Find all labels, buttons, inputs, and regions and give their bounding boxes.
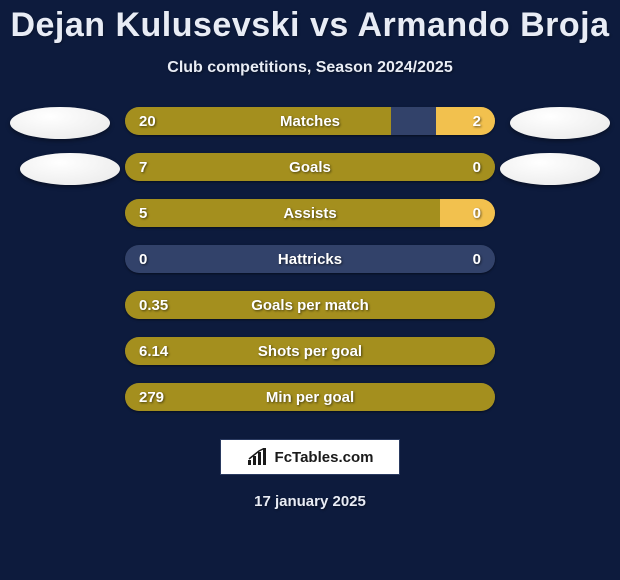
stat-label: Hattricks — [278, 251, 342, 268]
player1-badge-2 — [20, 153, 120, 185]
stat-fill-right — [440, 199, 496, 227]
stats-bars: 20 Matches 2 7 Goals 0 5 Assists 0 0 Hattricks 0 0.3… — [0, 107, 620, 411]
stat-fill-right — [436, 107, 495, 135]
stat-row: 6.14 Shots per goal — [125, 337, 495, 365]
stat-value-right: 0 — [473, 205, 481, 222]
stat-row: 5 Assists 0 — [125, 199, 495, 227]
player2-badge-1 — [510, 107, 610, 139]
stat-row: 0.35 Goals per match — [125, 291, 495, 319]
stat-value-right: 0 — [473, 159, 481, 176]
stat-label: Matches — [280, 113, 340, 130]
brand-badge: FcTables.com — [220, 439, 400, 475]
stat-row: 0 Hattricks 0 — [125, 245, 495, 273]
page-subtitle: Club competitions, Season 2024/2025 — [167, 59, 452, 77]
player1-badge-1 — [10, 107, 110, 139]
stat-value-left: 6.14 — [139, 343, 168, 360]
stat-value-left: 20 — [139, 113, 156, 130]
stat-value-right: 2 — [473, 113, 481, 130]
stat-label: Goals — [289, 159, 331, 176]
player2-badge-2 — [500, 153, 600, 185]
stat-label: Min per goal — [266, 389, 354, 406]
stat-fill-left — [125, 107, 391, 135]
stat-value-left: 7 — [139, 159, 147, 176]
stat-label: Assists — [283, 205, 336, 222]
footer-date: 17 january 2025 — [254, 493, 366, 510]
page-title: Dejan Kulusevski vs Armando Broja — [10, 6, 609, 45]
stat-value-left: 5 — [139, 205, 147, 222]
brand-text: FcTables.com — [275, 449, 374, 466]
stat-row: 20 Matches 2 — [125, 107, 495, 135]
stat-row: 7 Goals 0 — [125, 153, 495, 181]
stat-value-right: 0 — [473, 251, 481, 268]
stat-value-left: 279 — [139, 389, 164, 406]
stat-value-left: 0.35 — [139, 297, 168, 314]
stat-row: 279 Min per goal — [125, 383, 495, 411]
stat-label: Goals per match — [251, 297, 369, 314]
stat-value-left: 0 — [139, 251, 147, 268]
stat-label: Shots per goal — [258, 343, 362, 360]
stat-fill-left — [125, 199, 440, 227]
brand-chart-icon — [247, 448, 269, 466]
